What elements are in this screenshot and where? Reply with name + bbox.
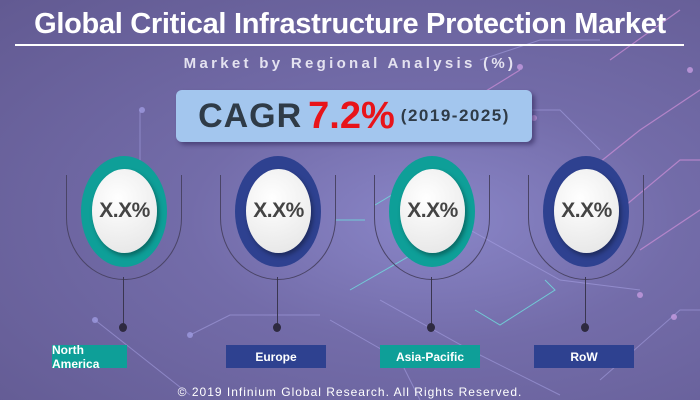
region-value: X.X% — [400, 169, 465, 253]
connector-line — [123, 277, 124, 327]
region-row: X.X% RoW — [520, 155, 670, 370]
connector-dot — [119, 323, 127, 332]
region-value: X.X% — [246, 169, 311, 253]
copyright-footer: © 2019 Infinium Global Research. All Rig… — [177, 385, 523, 399]
region-label: Europe — [226, 345, 326, 368]
connector-dot — [427, 323, 435, 332]
region-label: RoW — [534, 345, 634, 368]
title-underline — [15, 44, 684, 46]
subtitle: Market by Regional Analysis (%) — [183, 55, 517, 72]
region-asia-pacific: X.X% Asia-Pacific — [366, 155, 516, 370]
region-value: X.X% — [554, 169, 619, 253]
cagr-value: 7.2% — [308, 94, 395, 137]
cagr-period: (2019-2025) — [400, 106, 510, 125]
connector-dot — [581, 323, 589, 332]
cagr-label: CAGR — [198, 96, 303, 135]
region-label: Asia-Pacific — [380, 345, 480, 368]
connector-dot — [273, 323, 281, 332]
connector-line — [585, 277, 586, 327]
region-north-america: X.X% North America — [52, 155, 208, 371]
region-value: X.X% — [92, 169, 157, 253]
connector-line — [277, 277, 278, 327]
page-title: Global Critical Infrastructure Protectio… — [34, 8, 666, 40]
region-europe: X.X% Europe — [212, 155, 362, 370]
region-label: North America — [52, 343, 127, 371]
connector-line — [431, 277, 432, 327]
cagr-banner: CAGR 7.2% (2019-2025) — [176, 90, 532, 142]
